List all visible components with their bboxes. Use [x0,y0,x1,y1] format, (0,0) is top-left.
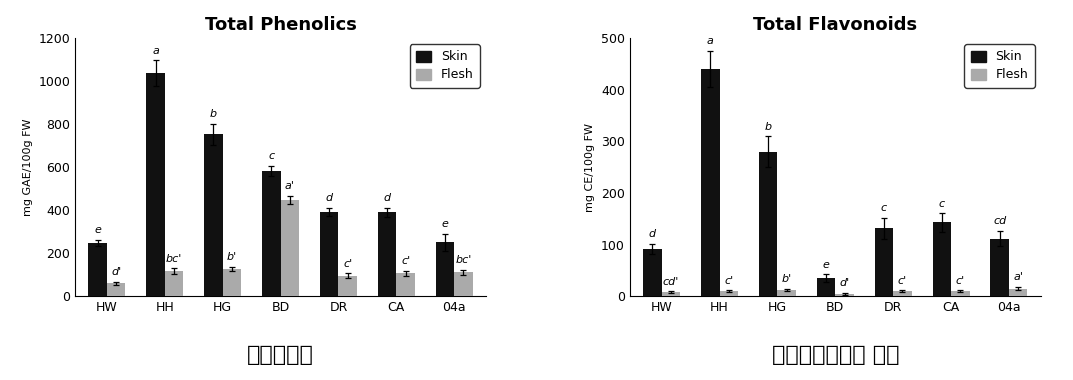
Text: c: c [939,198,945,209]
Bar [338,276,357,296]
Text: bc': bc' [166,254,182,264]
Bar [262,171,280,296]
Bar [893,291,912,296]
Text: a: a [707,36,714,46]
Text: d: d [649,229,656,239]
Bar [320,212,338,296]
Bar [836,294,854,296]
Text: c': c' [724,276,734,285]
Text: e: e [441,219,449,229]
Bar [662,292,680,296]
Bar [280,200,299,296]
Y-axis label: mg CE/100g FW: mg CE/100g FW [586,123,596,212]
Text: c: c [268,151,275,161]
Bar [951,291,970,296]
Text: c': c' [956,276,965,285]
Bar [165,271,183,296]
Text: cd: cd [994,216,1006,226]
Legend: Skin, Flesh: Skin, Flesh [410,44,480,88]
Text: cd': cd' [663,277,679,287]
Text: 쓑플라보노이드 함량: 쓑플라보노이드 함량 [771,345,899,365]
Text: a: a [152,46,159,55]
Bar [378,212,396,296]
Text: c': c' [898,276,907,285]
Bar [701,69,720,296]
Text: c': c' [343,259,352,269]
Bar [874,228,893,296]
Text: e: e [823,260,829,269]
Text: c: c [881,203,887,213]
Text: b': b' [781,274,792,284]
Text: a': a' [1013,272,1024,282]
Bar [759,152,778,296]
Text: b: b [210,109,217,119]
Bar [396,273,415,296]
Text: 쓑페놀함량: 쓑페놀함량 [247,345,314,365]
Bar [146,73,165,296]
Title: Total Phenolics: Total Phenolics [205,16,356,34]
Bar [88,243,107,296]
Bar [1009,289,1028,296]
Legend: Skin, Flesh: Skin, Flesh [965,44,1034,88]
Text: bc': bc' [455,255,472,265]
Text: d: d [325,193,333,203]
Bar [223,269,241,296]
Bar [778,290,796,296]
Bar [454,272,473,296]
Text: b': b' [226,252,237,262]
Bar [720,291,738,296]
Text: e: e [94,225,101,235]
Bar [204,135,223,296]
Title: Total Flavonoids: Total Flavonoids [753,16,917,34]
Bar [436,242,454,296]
Text: d: d [383,193,391,203]
Bar [817,278,836,296]
Bar [643,249,662,296]
Bar [990,239,1009,296]
Text: d': d' [112,267,121,277]
Bar [107,283,126,296]
Text: b: b [765,122,771,131]
Bar [932,223,951,296]
Text: c': c' [401,256,410,266]
Y-axis label: mg GAE/100g FW: mg GAE/100g FW [23,119,33,216]
Text: d': d' [839,278,850,288]
Text: a': a' [285,181,295,191]
